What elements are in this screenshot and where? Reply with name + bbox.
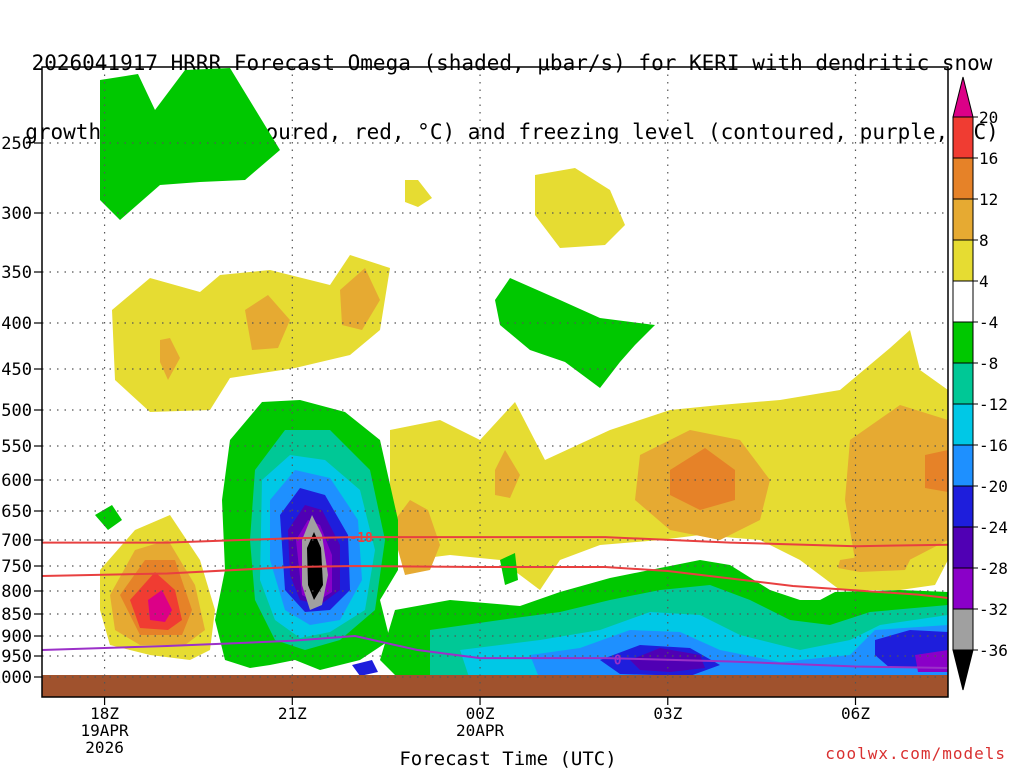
y-tick-label: 750	[1, 557, 32, 577]
y-axis: 2503003504004505005506006507007508008509…	[0, 134, 42, 688]
colorbar-swatch	[952, 280, 974, 323]
y-tick-label: 400	[1, 314, 32, 334]
chart-title-line-1: 2026041917 HRRR Forecast Omega (shaded, …	[31, 51, 993, 75]
y-tick-label: 500	[1, 401, 32, 421]
colorbar-label: -28	[979, 559, 1008, 578]
x-tick-label: 03Z	[653, 704, 682, 723]
omega-region	[838, 552, 910, 572]
omega-region	[670, 448, 735, 510]
y-tick-label: 900	[1, 627, 32, 647]
omega-region	[500, 553, 518, 585]
colorbar-label: -24	[979, 518, 1008, 537]
colorbar-swatch	[952, 321, 974, 364]
x-tick-label: 19APR	[80, 721, 129, 740]
omega-region	[148, 590, 172, 622]
omega-region	[352, 660, 378, 676]
y-tick-label: 450	[1, 360, 32, 380]
colorbar-swatch	[952, 198, 974, 241]
contour-label: 0	[614, 653, 622, 668]
y-tick-label: 800	[1, 582, 32, 602]
y-tick-label: 300	[1, 204, 32, 224]
contour-label: -18	[349, 531, 373, 546]
y-tick-label: 950	[1, 647, 32, 667]
omega-region	[495, 450, 520, 498]
omega-region	[915, 650, 948, 672]
contour-line	[42, 635, 948, 670]
colorbar-label: -8	[979, 354, 998, 373]
x-tick-label: 00Z	[466, 704, 495, 723]
colorbar-swatch	[952, 239, 974, 282]
x-tick-label: 2026	[85, 738, 124, 757]
ground-surface	[42, 675, 948, 697]
colorbar-swatch	[952, 362, 974, 405]
contour-line	[42, 536, 948, 548]
colorbar-swatch	[952, 526, 974, 569]
colorbar-label: -12	[979, 395, 1008, 414]
y-tick-label: 650	[1, 502, 32, 522]
colorbar-label: -32	[979, 600, 1008, 619]
colorbar-label: 20	[979, 108, 998, 127]
gridlines	[42, 67, 948, 697]
colorbar: -36 -32 -28 -24 -20 -16 -12 -8 -4 4 8 12 16 20	[952, 76, 1008, 691]
y-tick-label: 350	[1, 263, 32, 283]
colorbar-label: -20	[979, 477, 1008, 496]
omega-region	[100, 68, 280, 220]
colorbar-swatch	[952, 608, 974, 651]
colorbar-swatch	[952, 444, 974, 487]
colorbar-label: -16	[979, 436, 1008, 455]
x-tick-label: 06Z	[841, 704, 870, 723]
plot-frame	[41, 66, 949, 698]
omega-region	[160, 338, 180, 380]
colorbar-label: -36	[979, 641, 1008, 660]
colorbar-label: 16	[979, 149, 998, 168]
omega-region	[535, 168, 625, 248]
colorbar-swatch	[952, 116, 974, 159]
y-tick-label: 1000	[0, 668, 32, 688]
omega-region	[495, 278, 655, 388]
colorbar-label: -4	[979, 313, 998, 332]
y-tick-label: 250	[1, 134, 32, 154]
colorbar-arrow-low	[952, 649, 974, 691]
omega-shading	[42, 68, 948, 697]
omega-region	[845, 405, 948, 570]
contours: -18-120	[42, 531, 948, 670]
x-tick-label: 21Z	[278, 704, 307, 723]
omega-region	[340, 268, 380, 330]
y-tick-label: 850	[1, 605, 32, 625]
colorbar-arrow-high	[952, 76, 974, 118]
omega-region	[405, 180, 432, 207]
colorbar-swatch	[952, 157, 974, 200]
colorbar-label: 4	[979, 272, 989, 291]
colorbar-swatch	[952, 567, 974, 610]
colorbar-swatch	[952, 403, 974, 446]
y-tick-label: 700	[1, 531, 32, 551]
contour-line	[42, 565, 948, 599]
omega-region	[95, 505, 122, 530]
colorbar-label: 8	[979, 231, 989, 250]
colorbar-swatch	[952, 485, 974, 528]
omega-region	[925, 450, 948, 492]
y-tick-label: 550	[1, 437, 32, 457]
x-axis-label: Forecast Time (UTC)	[399, 748, 616, 768]
y-tick-label: 600	[1, 471, 32, 491]
x-tick-label: 18Z	[90, 704, 119, 723]
x-tick-label: 20APR	[456, 721, 505, 740]
watermark: coolwx.com/models	[825, 744, 1006, 763]
colorbar-label: 12	[979, 190, 998, 209]
